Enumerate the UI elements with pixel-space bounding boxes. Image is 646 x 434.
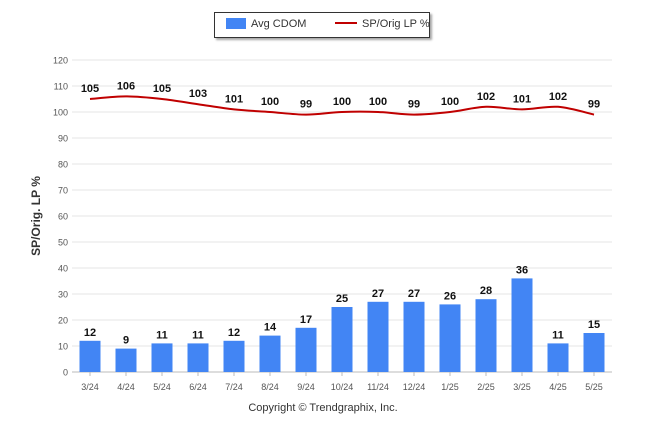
bar-value-label: 27 xyxy=(372,288,384,300)
bar-value-label: 25 xyxy=(336,293,348,305)
bar-avg-cdom xyxy=(79,340,101,372)
x-tick-label: 5/24 xyxy=(153,382,171,392)
bar-avg-cdom xyxy=(115,348,137,372)
y-tick-label: 70 xyxy=(58,186,68,196)
legend: Avg CDOM SP/Orig LP % xyxy=(214,12,430,38)
x-tick-label: 3/24 xyxy=(81,382,99,392)
line-value-label: 102 xyxy=(549,91,567,103)
bar-value-label: 14 xyxy=(264,322,277,334)
y-tick-label: 120 xyxy=(53,56,68,66)
bar-avg-cdom xyxy=(403,301,425,372)
line-value-label: 103 xyxy=(189,88,207,100)
bar-value-label: 11 xyxy=(156,329,168,341)
bar-avg-cdom xyxy=(331,307,353,372)
x-tick-label: 5/25 xyxy=(585,382,603,392)
line-sp-orig-lp xyxy=(89,95,595,116)
bar-value-label: 17 xyxy=(300,314,312,326)
y-tick-label: 110 xyxy=(54,82,68,92)
bar-value-label: 12 xyxy=(228,327,240,339)
line-value-label: 100 xyxy=(261,96,279,108)
x-tick-label: 3/25 xyxy=(513,382,531,392)
y-tick-label: 60 xyxy=(58,212,68,222)
y-tick-label: 80 xyxy=(58,160,68,170)
bar-avg-cdom xyxy=(547,343,569,372)
line-value-label: 105 xyxy=(81,83,99,95)
bar-avg-cdom xyxy=(511,278,533,372)
line-value-label: 100 xyxy=(333,96,351,108)
bar-avg-cdom xyxy=(187,343,209,372)
bar-avg-cdom xyxy=(367,301,389,372)
bar-avg-cdom xyxy=(295,327,317,372)
line-value-label: 99 xyxy=(408,99,420,111)
bar-value-label: 11 xyxy=(552,329,564,341)
x-tick-label: 4/25 xyxy=(549,382,567,392)
line-value-label: 105 xyxy=(153,83,171,95)
legend-label-avg-cdom: Avg CDOM xyxy=(251,18,307,30)
line-value-label: 101 xyxy=(513,93,531,105)
x-tick-label: 7/24 xyxy=(225,382,243,392)
y-tick-label: 0 xyxy=(63,368,68,378)
y-tick-label: 50 xyxy=(58,238,68,248)
bar-avg-cdom xyxy=(475,299,497,372)
legend-swatch-sp-orig-lp xyxy=(335,22,357,24)
line-value-label: 106 xyxy=(117,80,135,92)
bar-value-label: 9 xyxy=(123,335,129,347)
legend-label-sp-orig-lp: SP/Orig LP % xyxy=(362,18,430,30)
bar-value-label: 36 xyxy=(516,264,528,276)
line-value-label: 99 xyxy=(300,99,312,111)
y-tick-label: 100 xyxy=(53,108,68,118)
x-tick-label: 4/24 xyxy=(117,382,135,392)
y-tick-label: 90 xyxy=(58,134,68,144)
legend-swatch-avg-cdom xyxy=(226,18,246,29)
x-tick-label: 2/25 xyxy=(477,382,495,392)
x-tick-label: 10/24 xyxy=(331,382,354,392)
bar-avg-cdom xyxy=(439,304,461,372)
y-tick-label: 10 xyxy=(58,342,68,352)
bar-avg-cdom xyxy=(583,333,605,372)
line-value-label: 101 xyxy=(225,93,243,105)
y-tick-label: 30 xyxy=(58,290,68,300)
x-tick-label: 11/24 xyxy=(367,382,389,392)
x-tick-label: 8/24 xyxy=(261,382,279,392)
bar-value-label: 26 xyxy=(444,290,456,302)
line-value-label: 102 xyxy=(477,91,495,103)
bar-value-label: 27 xyxy=(408,288,420,300)
y-tick-label: 40 xyxy=(58,264,68,274)
x-tick-label: 6/24 xyxy=(189,382,207,392)
bar-value-label: 12 xyxy=(84,327,96,339)
bar-avg-cdom xyxy=(223,340,245,372)
bar-avg-cdom xyxy=(259,335,281,372)
line-value-label: 100 xyxy=(369,96,387,108)
line-value-label: 100 xyxy=(441,96,459,108)
bar-value-label: 11 xyxy=(192,329,204,341)
bar-value-label: 28 xyxy=(480,285,492,297)
copyright-text: Copyright © Trendgraphix, Inc. xyxy=(248,402,398,414)
x-tick-label: 1/25 xyxy=(441,382,459,392)
line-value-label: 99 xyxy=(588,99,600,111)
x-tick-label: 12/24 xyxy=(403,382,426,392)
y-tick-label: 20 xyxy=(58,316,68,326)
x-tick-label: 9/24 xyxy=(297,382,315,392)
bar-value-label: 15 xyxy=(588,319,600,331)
y-axis-title: SP/Orig. LP % xyxy=(29,176,43,256)
bar-avg-cdom xyxy=(151,343,173,372)
